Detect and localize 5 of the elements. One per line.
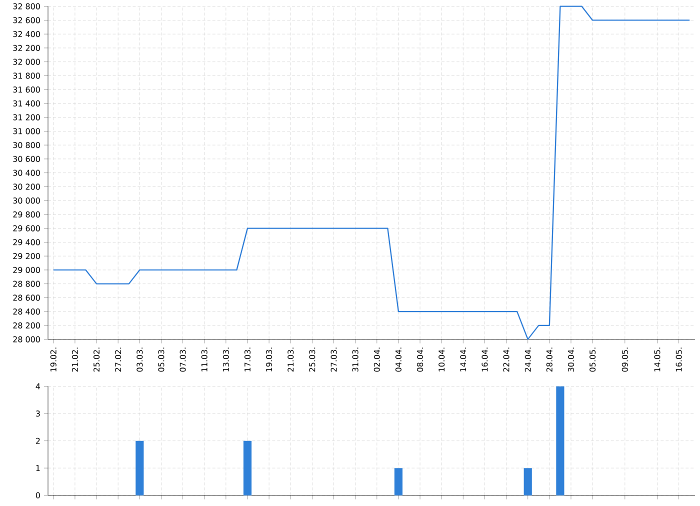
bar <box>524 468 532 496</box>
bar <box>136 440 144 496</box>
bar <box>243 440 252 496</box>
bar <box>394 468 402 496</box>
bar <box>556 386 564 496</box>
